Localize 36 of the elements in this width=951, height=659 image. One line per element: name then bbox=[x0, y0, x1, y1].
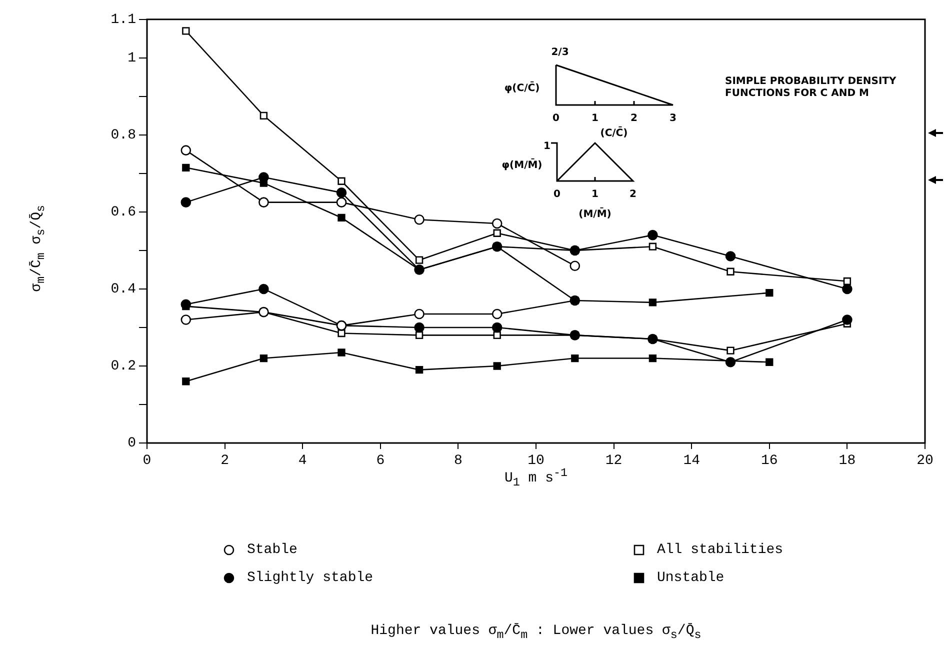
y-tick-label: 1 bbox=[128, 50, 136, 67]
annotation: 2 bbox=[630, 113, 638, 124]
annotation: 1 bbox=[592, 189, 599, 200]
legend-label: Unstable bbox=[657, 570, 724, 586]
x-tick-label: 14 bbox=[683, 453, 700, 470]
y-tick-label: 0.2 bbox=[110, 358, 136, 375]
legend-label: Slightly stable bbox=[247, 570, 374, 586]
annotation: 2 bbox=[630, 189, 637, 200]
x-tick-label: 8 bbox=[454, 453, 462, 470]
y-tick-label: 0.6 bbox=[110, 204, 136, 221]
x-tick-label: 12 bbox=[605, 453, 622, 470]
annotation: (C/C̄) bbox=[600, 126, 628, 139]
y-tick-label: 0.8 bbox=[110, 128, 136, 144]
x-tick-label: 20 bbox=[916, 453, 934, 470]
annotation: 0 bbox=[554, 189, 561, 200]
annotation: φ(C/C̄) bbox=[504, 81, 540, 94]
annotation: φ(M/M̄) bbox=[502, 158, 542, 171]
annotation: (M/M̄) bbox=[578, 207, 612, 220]
x-tick-label: 2 bbox=[220, 453, 230, 470]
legend-label: Stable bbox=[247, 542, 298, 558]
y-tick-label: 0.4 bbox=[110, 282, 136, 298]
y-tick-label: 0 bbox=[128, 436, 136, 452]
annotation: 3 bbox=[670, 113, 677, 124]
annotation: 1 bbox=[544, 141, 551, 152]
x-tick-label: 6 bbox=[376, 453, 385, 470]
legend-label: All stabilities bbox=[657, 542, 784, 558]
annotation: 0 bbox=[552, 113, 560, 124]
annotation: SIMPLE PROBABILITY DENSITY FUNCTIONS FOR C AND M bbox=[725, 76, 898, 100]
text: Higher values σ$_{m}$/C̄$_{m}$ : Lower values σ$_{s}$/Q̄$_{s}$ bbox=[370, 623, 702, 642]
annotation: 1 bbox=[592, 113, 599, 124]
y-tick-label: 1.1 bbox=[110, 12, 136, 28]
annotation: 2/3 bbox=[551, 47, 569, 58]
x-tick-label: 16 bbox=[760, 453, 778, 470]
x-tick-label: 0 bbox=[142, 453, 152, 470]
x-tick-label: 18 bbox=[838, 453, 856, 470]
x-tick-label: 4 bbox=[298, 453, 307, 470]
